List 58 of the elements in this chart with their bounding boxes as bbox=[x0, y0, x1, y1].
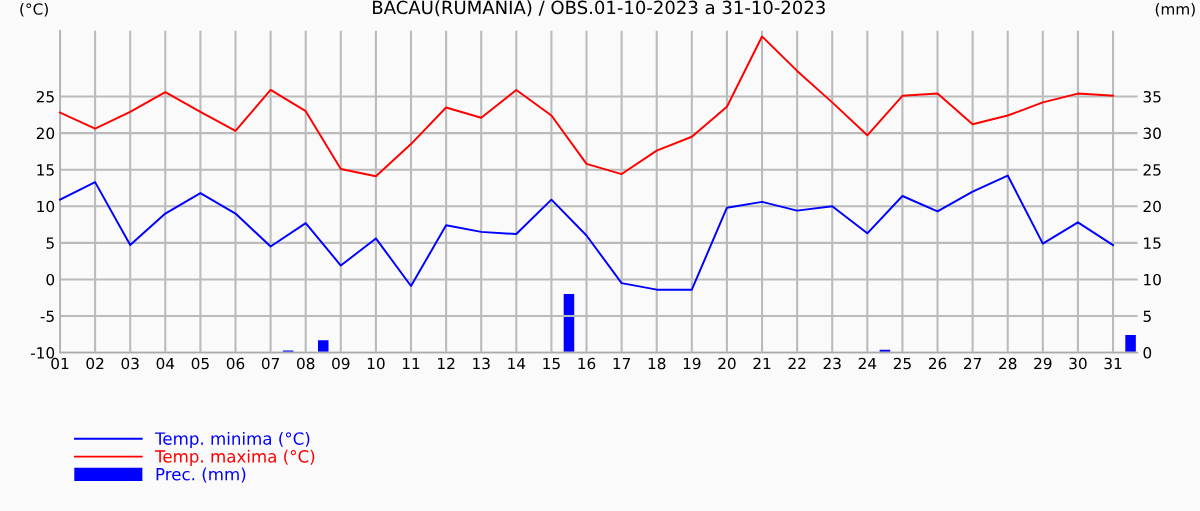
x-tick-label: 24 bbox=[858, 357, 877, 370]
y-tick-label: 25 bbox=[36, 90, 54, 103]
x-tick-label: 28 bbox=[999, 357, 1017, 370]
x-tick-label: 30 bbox=[1069, 357, 1087, 370]
legend-label: Temp. minima (°C) bbox=[154, 431, 310, 449]
line-series bbox=[59, 35, 1114, 178]
y-axis-title: (°C) bbox=[20, 3, 48, 17]
y-tick-label: 0 bbox=[46, 273, 55, 286]
y-tick-label: -10 bbox=[30, 347, 55, 359]
y2-tick-label: 15 bbox=[1144, 237, 1161, 249]
legend-label: Temp. maxima (°C) bbox=[154, 449, 315, 466]
bar bbox=[317, 340, 329, 353]
chart-title: BACAU(RUMANIA) / OBS.01-10-2023 a 31-10-2023 bbox=[373, 0, 825, 17]
y-tick-label: 5 bbox=[46, 237, 54, 249]
bar bbox=[1125, 335, 1136, 353]
x-tick-label: 29 bbox=[1034, 357, 1052, 370]
x-tick-label: 08 bbox=[296, 357, 315, 370]
x-tick-label: 01 bbox=[51, 357, 69, 370]
x-tick-label: 02 bbox=[86, 357, 104, 370]
line-series bbox=[59, 174, 1114, 291]
y2-axis-title: (mm) bbox=[1155, 3, 1195, 17]
x-tick-label: 22 bbox=[788, 357, 806, 370]
x-tick-label: 04 bbox=[156, 357, 175, 370]
y2-tick-label: 5 bbox=[1143, 310, 1151, 323]
y2-tick-label: 35 bbox=[1143, 90, 1161, 103]
y2-tick-label: 30 bbox=[1143, 127, 1161, 140]
x-tick-label: 18 bbox=[648, 357, 666, 370]
x-tick-label: 14 bbox=[508, 357, 526, 370]
y-tick-label: 15 bbox=[37, 164, 54, 176]
bar bbox=[563, 294, 575, 353]
x-tick-label: 31 bbox=[1104, 357, 1122, 370]
legend-label: Prec. (mm) bbox=[156, 467, 246, 483]
x-tick-label: 17 bbox=[613, 357, 631, 370]
y-tick-label: -5 bbox=[40, 310, 54, 323]
x-tick-label: 07 bbox=[261, 357, 280, 370]
x-tick-label: 09 bbox=[332, 357, 350, 370]
x-tick-label: 15 bbox=[543, 357, 560, 370]
x-tick-label: 26 bbox=[928, 357, 947, 370]
x-tick-label: 05 bbox=[191, 357, 209, 370]
x-tick-label: 06 bbox=[226, 357, 245, 370]
x-tick-label: 20 bbox=[718, 357, 736, 370]
y2-tick-label: 20 bbox=[1143, 200, 1161, 213]
y-tick-label: 10 bbox=[37, 200, 55, 213]
x-tick-label: 27 bbox=[964, 357, 982, 370]
x-tick-label: 13 bbox=[473, 357, 490, 370]
y2-tick-label: 10 bbox=[1144, 273, 1161, 286]
x-tick-label: 12 bbox=[438, 357, 455, 370]
y-tick-label: 20 bbox=[36, 127, 55, 140]
y2-tick-label: 25 bbox=[1143, 164, 1161, 176]
x-tick-label: 16 bbox=[578, 357, 596, 370]
x-tick-label: 10 bbox=[367, 357, 385, 370]
x-tick-label: 03 bbox=[121, 357, 139, 370]
x-tick-label: 19 bbox=[683, 357, 701, 370]
x-tick-label: 11 bbox=[402, 357, 420, 370]
x-tick-label: 25 bbox=[893, 357, 911, 370]
y2-tick-label: 0 bbox=[1143, 347, 1152, 359]
x-tick-label: 21 bbox=[753, 357, 771, 370]
x-tick-label: 23 bbox=[823, 357, 841, 370]
